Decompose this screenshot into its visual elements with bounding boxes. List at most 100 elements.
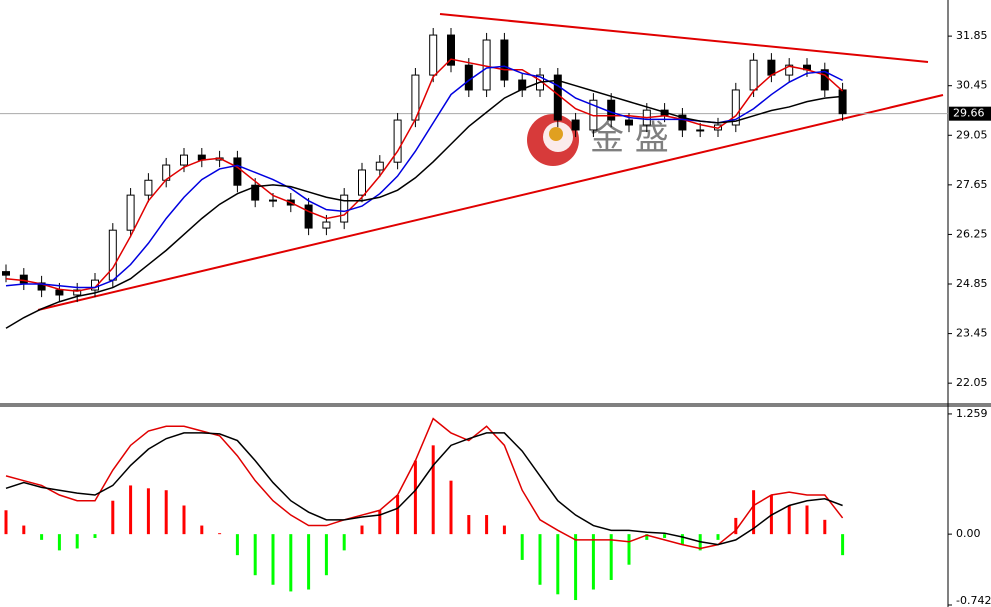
ma-line: [5, 432, 843, 546]
y-tick-label: 22.05: [956, 376, 988, 389]
histogram-bar: [235, 534, 239, 556]
histogram-bar: [449, 480, 453, 535]
histogram-bar: [182, 505, 186, 535]
histogram-bar: [413, 460, 417, 535]
candle-body: [607, 99, 616, 121]
histogram-bar: [787, 505, 791, 535]
histogram-bar: [360, 525, 364, 535]
candle-body: [126, 194, 135, 231]
histogram-bar: [467, 515, 471, 535]
candle-body: [393, 119, 402, 163]
histogram-bar: [289, 534, 293, 592]
candle-body: [322, 221, 331, 229]
price-label-box: [949, 106, 991, 121]
candle-body: [785, 64, 794, 76]
histogram-bar: [716, 534, 720, 540]
trend-line: [439, 13, 929, 63]
histogram-bar: [752, 490, 756, 535]
ma-line: [5, 79, 843, 329]
candle-body: [91, 279, 99, 291]
y-tick-label: -0.742: [956, 594, 991, 607]
y-tick-label: 1.259: [956, 407, 988, 420]
y-tick-label: 30.45: [956, 79, 988, 92]
histogram-bar: [431, 445, 435, 535]
candle-body: [500, 39, 509, 81]
y-tick-label: 0.00: [956, 527, 981, 540]
y-tick-label: 31.85: [956, 29, 988, 42]
candle-body: [820, 69, 829, 91]
y-tick-label: 23.45: [956, 327, 988, 340]
histogram-bar: [396, 494, 400, 535]
histogram-bar: [538, 534, 542, 585]
histogram-bar: [22, 525, 26, 535]
candle-body: [180, 154, 188, 166]
candle-body: [838, 89, 847, 115]
candle-body: [108, 229, 117, 281]
candle-body: [251, 184, 260, 201]
histogram-bar: [218, 533, 222, 535]
histogram-bar: [556, 534, 560, 595]
histogram-bar: [253, 534, 257, 576]
ma-line: [5, 58, 844, 292]
histogram-bar: [591, 534, 595, 590]
histogram-bar: [645, 534, 649, 540]
y-tick-label: 24.85: [956, 277, 988, 290]
candle-body: [678, 114, 687, 131]
histogram-bar: [324, 534, 328, 576]
histogram-bar: [627, 534, 631, 565]
candle-body: [375, 161, 384, 171]
candle-body: [144, 179, 153, 196]
candle-body: [73, 289, 82, 296]
candle-body: [625, 119, 633, 126]
logo: [527, 114, 579, 166]
histogram-bar: [823, 519, 827, 535]
candle-body: [429, 34, 438, 76]
histogram-bar: [57, 534, 61, 551]
histogram-bar: [40, 534, 44, 540]
histogram-bar: [93, 534, 97, 538]
histogram-bar: [609, 534, 613, 580]
candle-body: [55, 289, 64, 296]
histogram-bar: [378, 510, 382, 535]
candle-body: [696, 129, 705, 132]
histogram-bar: [129, 485, 133, 535]
candle-body: [447, 34, 455, 66]
candle-body: [233, 157, 242, 186]
candle-body: [464, 64, 473, 91]
y-tick-label: 29.05: [956, 128, 988, 141]
candle-body: [731, 89, 740, 126]
y-tick-label: 26.25: [956, 227, 988, 240]
candle-body: [571, 119, 580, 131]
histogram-bar: [111, 500, 115, 535]
histogram-bar: [75, 534, 79, 549]
histogram-bar: [805, 505, 809, 535]
histogram-bar: [520, 534, 524, 560]
histogram-bar: [502, 525, 506, 535]
y-tick-label: 27.65: [956, 178, 988, 191]
candle-body: [358, 169, 366, 196]
histogram-bar: [734, 517, 738, 535]
price-label: 29.66: [953, 107, 985, 120]
candle-body: [2, 271, 10, 276]
candle-body: [340, 194, 349, 223]
histogram-bar: [164, 490, 168, 535]
candle-body: [269, 199, 277, 202]
candle-body: [37, 282, 46, 291]
histogram-bar: [841, 534, 845, 556]
histogram-bar: [342, 534, 346, 551]
histogram-bar: [146, 488, 150, 535]
histogram-bar: [271, 534, 275, 585]
trend-line: [37, 94, 944, 311]
histogram-bar: [680, 534, 684, 545]
candle-body: [304, 204, 313, 229]
histogram-bar: [307, 534, 311, 590]
histogram-bar: [4, 510, 8, 535]
candle-body: [749, 59, 758, 91]
histogram-bar: [574, 534, 578, 601]
candle-body: [767, 59, 776, 76]
ma-line: [5, 417, 844, 550]
candle-body: [19, 274, 28, 284]
histogram-bar: [485, 515, 489, 535]
histogram-bar: [200, 525, 204, 535]
